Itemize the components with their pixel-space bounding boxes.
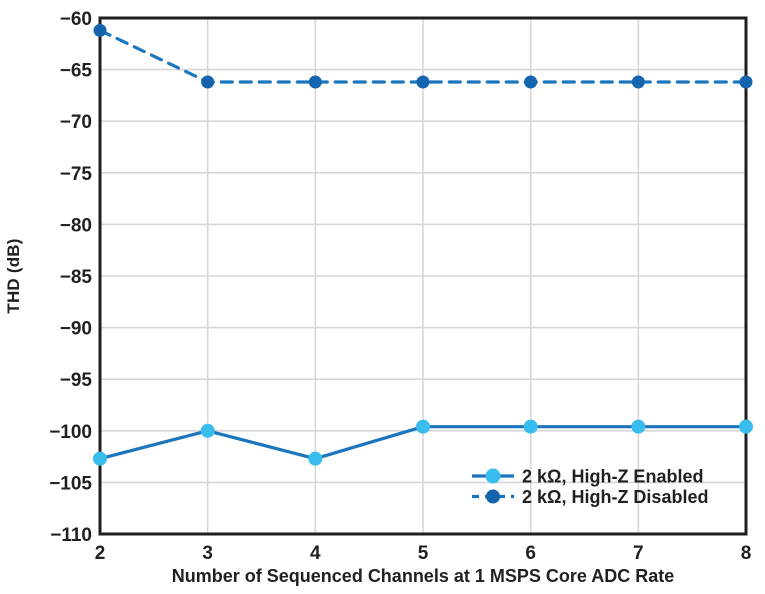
- y-axis-title: THD (dB): [4, 238, 23, 314]
- legend-label: 2 kΩ, High-Z Disabled: [522, 487, 708, 507]
- y-tick-label: −75: [60, 164, 93, 185]
- x-tick-label: 2: [95, 543, 106, 564]
- plot-border: [98, 16, 748, 536]
- y-tick-label: −100: [49, 422, 92, 443]
- data-point-marker-s0-x4: [308, 451, 323, 466]
- x-axis-title: Number of Sequenced Channels at 1 MSPS C…: [171, 566, 675, 586]
- data-point-marker-s1-x4: [308, 75, 322, 89]
- x-tick-label: 5: [418, 543, 429, 564]
- data-point-marker-s0-x7: [631, 419, 646, 434]
- legend-item-1: 2 kΩ, High-Z Disabled: [472, 487, 708, 507]
- data-point-marker-s1-x5: [416, 75, 430, 89]
- data-point-marker-s1-x3: [201, 75, 215, 89]
- data-point-marker-s1-x7: [631, 75, 645, 89]
- legend-swatch-marker: [486, 489, 500, 504]
- y-tick-label: −65: [60, 61, 93, 82]
- x-tick-label: 4: [310, 543, 321, 564]
- data-point-marker-s0-x5: [416, 419, 430, 434]
- y-tick-label: −105: [49, 473, 92, 494]
- legend-swatch-marker: [485, 468, 501, 484]
- y-tick-label: −80: [60, 215, 92, 236]
- data-point-marker-s0-x8: [739, 419, 753, 434]
- y-tick-label: −95: [60, 370, 93, 391]
- legend-item-0: 2 kΩ, High-Z Enabled: [472, 467, 703, 487]
- data-point-marker-s1-x6: [524, 75, 538, 89]
- data-point-marker-s1-x2: [93, 23, 107, 37]
- legend-label: 2 kΩ, High-Z Enabled: [522, 467, 703, 487]
- y-tick-label: −90: [60, 319, 92, 340]
- data-point-marker-s0-x3: [200, 423, 215, 438]
- y-tick-label: −60: [60, 9, 92, 30]
- x-tick-label: 8: [741, 543, 752, 564]
- y-tick-label: −85: [60, 267, 93, 288]
- data-point-marker-s0-x2: [93, 451, 107, 466]
- data-point-marker-s0-x6: [523, 419, 538, 434]
- y-tick-label: −110: [50, 525, 92, 546]
- y-tick-label: −70: [60, 112, 92, 133]
- x-tick-label: 6: [525, 543, 536, 564]
- data-point-marker-s1-x8: [739, 75, 753, 89]
- x-tick-label: 3: [202, 543, 213, 564]
- x-tick-label: 7: [633, 543, 644, 564]
